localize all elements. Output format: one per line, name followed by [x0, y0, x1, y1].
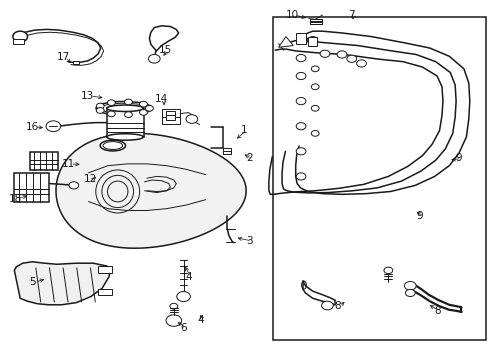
Bar — [166, 111, 175, 120]
Circle shape — [296, 72, 305, 80]
Circle shape — [139, 101, 147, 107]
Circle shape — [311, 66, 319, 72]
Circle shape — [321, 301, 332, 310]
Circle shape — [356, 60, 366, 67]
Text: 8: 8 — [433, 306, 440, 316]
Text: 1: 1 — [241, 125, 247, 135]
Circle shape — [185, 115, 197, 123]
Circle shape — [148, 54, 160, 63]
Bar — [295, 33, 306, 44]
Circle shape — [124, 99, 132, 105]
Bar — [107, 108, 143, 137]
Bar — [272, 17, 485, 339]
Bar — [98, 266, 112, 273]
Text: 12: 12 — [84, 174, 97, 184]
Text: 7: 7 — [348, 10, 354, 20]
Circle shape — [346, 55, 356, 62]
Bar — [14, 173, 49, 202]
Circle shape — [296, 148, 305, 155]
Circle shape — [404, 282, 415, 290]
Circle shape — [320, 50, 329, 57]
Circle shape — [383, 267, 392, 274]
Polygon shape — [278, 37, 293, 47]
Circle shape — [165, 315, 181, 326]
Circle shape — [298, 37, 307, 44]
Bar — [13, 39, 23, 44]
Bar — [222, 148, 231, 154]
Text: 4: 4 — [185, 272, 191, 282]
Circle shape — [307, 37, 317, 44]
Circle shape — [107, 100, 115, 105]
Circle shape — [311, 105, 319, 111]
Circle shape — [405, 289, 414, 297]
Bar — [310, 19, 322, 24]
Circle shape — [296, 98, 305, 105]
Text: 10: 10 — [285, 10, 298, 20]
Text: 6: 6 — [180, 323, 186, 333]
Circle shape — [176, 292, 190, 302]
Circle shape — [46, 121, 61, 132]
Bar — [161, 109, 180, 125]
Circle shape — [311, 84, 319, 90]
Text: 8: 8 — [333, 301, 340, 311]
Text: 9: 9 — [416, 211, 423, 221]
Text: 18: 18 — [9, 194, 22, 204]
Ellipse shape — [106, 134, 143, 140]
Text: 2: 2 — [245, 153, 252, 163]
Circle shape — [311, 131, 319, 136]
Circle shape — [96, 103, 104, 109]
Circle shape — [124, 112, 132, 117]
Ellipse shape — [106, 105, 143, 112]
Circle shape — [69, 182, 79, 189]
Text: 14: 14 — [155, 94, 168, 104]
Bar — [30, 152, 58, 170]
Bar — [73, 60, 79, 64]
Text: 5: 5 — [29, 277, 36, 287]
Ellipse shape — [100, 140, 125, 151]
Ellipse shape — [96, 102, 152, 115]
Bar — [98, 289, 112, 296]
Polygon shape — [56, 133, 245, 248]
Circle shape — [296, 54, 305, 62]
Text: 3: 3 — [245, 236, 252, 246]
Text: 15: 15 — [159, 45, 172, 55]
Polygon shape — [14, 262, 110, 305]
Circle shape — [336, 51, 346, 58]
Text: 13: 13 — [81, 91, 94, 101]
Text: 9: 9 — [455, 153, 462, 163]
Text: 17: 17 — [57, 52, 70, 62]
Text: 4: 4 — [197, 315, 203, 325]
Text: 16: 16 — [26, 122, 39, 132]
Circle shape — [169, 303, 177, 309]
Circle shape — [107, 111, 115, 117]
Bar — [307, 37, 316, 45]
Text: 11: 11 — [61, 159, 75, 169]
Circle shape — [96, 108, 104, 113]
Circle shape — [145, 105, 153, 111]
Circle shape — [13, 31, 27, 42]
Circle shape — [296, 173, 305, 180]
Circle shape — [139, 109, 147, 115]
Circle shape — [296, 123, 305, 130]
